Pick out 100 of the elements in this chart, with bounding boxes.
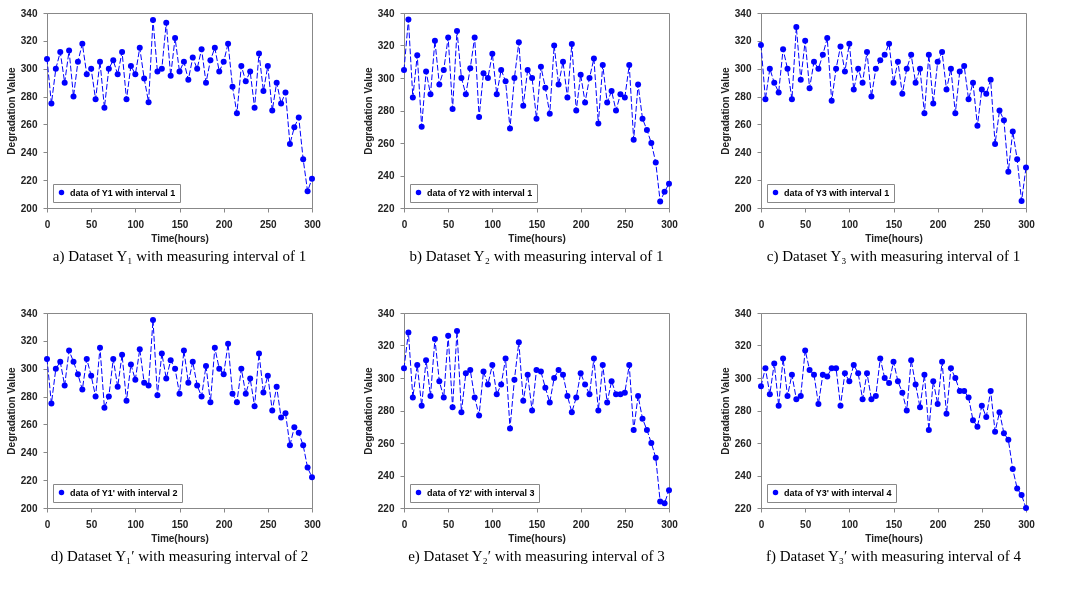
y-tick-label: 300 (20, 63, 38, 75)
x-axis-title: Time(hours) (151, 532, 209, 544)
x-tick-label: 200 (929, 518, 947, 530)
y-axis-title: Degradation Value (719, 66, 731, 155)
x-tick-label: 0 (758, 218, 765, 230)
x-tick-label: 200 (572, 518, 590, 530)
x-tick-label: 300 (661, 518, 679, 530)
legend-label: data of Y1 with interval 1 (70, 187, 176, 198)
x-tick-label: 250 (616, 518, 635, 530)
x-tick-label: 100 (484, 518, 502, 530)
x-tick-label: 0 (401, 218, 408, 230)
y-tick-label: 260 (377, 437, 395, 449)
y-tick-label: 280 (734, 91, 752, 103)
y-tick-label: 300 (734, 63, 752, 75)
x-tick-label: 300 (1018, 218, 1036, 230)
x-tick-label: 150 (171, 218, 189, 230)
x-axis-title: Time(hours) (865, 532, 923, 544)
x-tick-label: 100 (841, 518, 859, 530)
y-tick-label: 300 (377, 372, 395, 384)
y-tick-label: 340 (20, 7, 38, 19)
x-axis-title: Time(hours) (865, 232, 923, 244)
x-tick-label: 250 (259, 518, 278, 530)
y-tick-label: 340 (20, 307, 38, 319)
x-tick-label: 0 (44, 518, 51, 530)
y-tick-label: 320 (20, 335, 38, 347)
y-tick-label: 260 (377, 137, 395, 149)
x-tick-label: 150 (528, 518, 546, 530)
y-tick-label: 280 (20, 91, 38, 103)
text: c) Dataset Y₃ with measuring interval of 1 (766, 248, 1021, 265)
y-tick-label: 260 (734, 437, 752, 449)
x-tick-label: 0 (44, 218, 51, 230)
y-tick-label: 280 (734, 405, 752, 416)
y-tick-label: 340 (734, 7, 752, 19)
y-tick-label: 320 (734, 35, 752, 47)
x-tick-label: 300 (661, 218, 679, 230)
text: a) Dataset Y₁ with measuring interval of 1 (52, 248, 307, 265)
x-tick-label: 50 (86, 218, 98, 230)
x-tick-label: 50 (800, 218, 812, 230)
x-tick-label: 100 (127, 518, 145, 530)
text: e) Dataset Y₂′ with measuring interval of 3 (408, 548, 665, 565)
text: d) Dataset Y₁′ with measuring interval of 2 (50, 548, 309, 565)
y-tick-label: 220 (734, 174, 752, 186)
y-tick-label: 220 (20, 474, 38, 486)
y-tick-label: 320 (377, 340, 395, 351)
y-tick-label: 340 (377, 7, 395, 19)
y-tick-label: 200 (20, 502, 38, 514)
x-tick-label: 300 (1018, 518, 1036, 530)
y-tick-label: 260 (20, 418, 38, 430)
x-tick-label: 250 (259, 218, 278, 230)
y-tick-label: 200 (20, 202, 38, 214)
x-tick-label: 50 (443, 218, 455, 230)
x-tick-label: 200 (215, 218, 233, 230)
x-tick-label: 50 (800, 518, 812, 530)
y-axis-title: Degradation Value (362, 66, 374, 155)
x-tick-label: 150 (885, 518, 903, 530)
x-tick-label: 250 (973, 518, 992, 530)
y-tick-label: 220 (20, 174, 38, 186)
x-axis-title: Time(hours) (508, 232, 566, 244)
y-tick-label: 300 (377, 72, 395, 84)
y-tick-label: 240 (377, 470, 395, 481)
y-tick-label: 320 (734, 340, 752, 351)
text: b) Dataset Y₂ with measuring interval of 1 (409, 248, 664, 265)
x-axis-title: Time(hours) (508, 532, 566, 544)
x-tick-label: 200 (215, 518, 233, 530)
y-axis-title: Degradation Value (362, 366, 374, 455)
y-tick-label: 300 (734, 372, 752, 384)
legend-label: data of Y1' with interval 2 (70, 487, 178, 498)
y-tick-label: 280 (20, 391, 38, 403)
y-tick-label: 200 (734, 202, 752, 214)
y-tick-label: 220 (734, 502, 752, 514)
x-tick-label: 100 (841, 218, 859, 230)
y-axis-title: Degradation Value (719, 366, 731, 455)
x-tick-label: 0 (758, 518, 765, 530)
x-tick-label: 300 (304, 518, 322, 530)
y-axis-title: Degradation Value (5, 366, 17, 455)
x-tick-label: 150 (885, 218, 903, 230)
x-tick-label: 50 (443, 518, 455, 530)
y-tick-label: 240 (377, 170, 395, 181)
y-tick-label: 220 (377, 202, 395, 214)
x-tick-label: 100 (484, 218, 502, 230)
y-tick-label: 320 (377, 40, 395, 51)
text: f) Dataset Y₃′ with measuring interval of 4 (766, 548, 1022, 565)
legend-label: data of Y3 with interval 1 (784, 187, 890, 198)
x-tick-label: 100 (127, 218, 145, 230)
x-tick-label: 200 (572, 218, 590, 230)
y-tick-label: 280 (377, 405, 395, 416)
y-tick-label: 220 (377, 502, 395, 514)
y-tick-label: 280 (377, 105, 395, 116)
x-axis-title: Time(hours) (151, 232, 209, 244)
y-tick-label: 240 (20, 146, 38, 158)
x-tick-label: 50 (86, 518, 98, 530)
legend-label: data of Y3' with interval 4 (784, 487, 892, 498)
y-tick-label: 240 (734, 470, 752, 481)
x-tick-label: 250 (973, 218, 992, 230)
x-tick-label: 150 (528, 218, 546, 230)
y-axis-title: Degradation Value (5, 66, 17, 155)
y-tick-label: 340 (377, 307, 395, 319)
y-tick-label: 320 (20, 35, 38, 47)
x-tick-label: 0 (401, 518, 408, 530)
x-tick-label: 250 (616, 218, 635, 230)
